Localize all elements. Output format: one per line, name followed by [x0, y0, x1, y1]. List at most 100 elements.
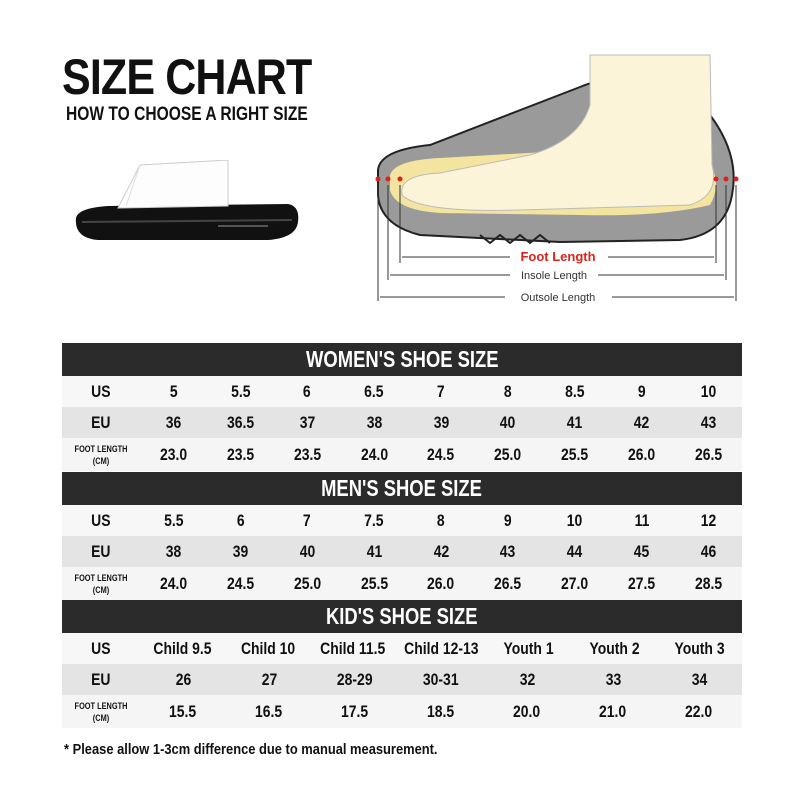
table-cell: 25.5: [561, 444, 589, 464]
table-cell: 46: [700, 541, 717, 561]
table-cell: Child 11.5: [320, 638, 386, 658]
table-cell: 44: [567, 541, 583, 561]
table-cell: 27.0: [561, 573, 589, 593]
table-cell: 43: [700, 412, 717, 432]
table-cell: 36: [165, 412, 182, 432]
table-title: KID'S SHOE SIZE: [326, 603, 478, 629]
table-cell: 25.0: [494, 444, 522, 464]
table-row: US 5.5 6 7 7.5 8 9 10 11 12: [62, 505, 742, 536]
table-cell: 23.5: [226, 444, 254, 464]
footnote: * Please allow 1-3cm difference due to m…: [64, 741, 438, 758]
table-cell: 28-29: [337, 669, 373, 689]
table-cell: 7: [437, 381, 445, 401]
size-table: WOMEN'S SHOE SIZE US 5 5.5 6 6.5 7 8 8.5 9 10 EU 36 3…: [62, 343, 742, 471]
table-cell: 37: [299, 412, 315, 432]
table-cell: 42: [433, 541, 449, 561]
table-cell: 40: [299, 541, 315, 561]
table-cell: 25.5: [360, 573, 388, 593]
table-cell: 39: [232, 541, 249, 561]
table-cell: 5.5: [230, 381, 251, 401]
table-cell: 20.0: [513, 701, 541, 721]
table-cell: 41: [567, 412, 583, 432]
table-row: FOOT LENGTH (CM) 15.5 16.5 17.5 18.5 20.0 21.0…: [62, 695, 742, 728]
table-cell: Youth 3: [674, 638, 725, 658]
table-cell: 26.0: [427, 573, 455, 593]
table-cell: 26.5: [494, 573, 522, 593]
row-label: EU: [91, 669, 111, 689]
table-cell: 7.5: [364, 510, 384, 530]
table-cell: 6.5: [364, 381, 384, 401]
table-row: FOOT LENGTH (CM) 24.0 24.5 25.0 25.5 26.0 26.5…: [62, 567, 742, 600]
table-cell: 40: [500, 412, 516, 432]
table-cell: 10: [700, 381, 717, 401]
table-cell: 27.5: [628, 573, 656, 593]
table-cell: Child 9.5: [153, 638, 212, 658]
foot-measurement-diagram: Foot Length Insole Length Outsole Length: [375, 54, 739, 304]
table-cell: 36.5: [226, 412, 254, 432]
table-cell: 41: [366, 541, 382, 561]
row-label: FOOT LENGTH (CM): [74, 443, 128, 466]
table-cell: 26.0: [628, 444, 656, 464]
row-label: US: [91, 381, 111, 401]
table-row: US 5 5.5 6 6.5 7 8 8.5 9 10: [62, 376, 742, 407]
row-label: EU: [91, 412, 111, 432]
size-table: MEN'S SHOE SIZE US 5.5 6 7 7.5 8 9 10 11 12 EU 38 39 4…: [62, 472, 742, 600]
row-label: US: [91, 510, 111, 530]
outsole-length-label: Outsole Length: [521, 292, 596, 304]
table-cell: 30-31: [423, 669, 459, 689]
table-cell: 42: [633, 412, 650, 432]
table-cell: Child 12-13: [403, 638, 479, 658]
row-label: EU: [91, 541, 111, 561]
size-table: KID'S SHOE SIZE US Child 9.5 Child 10 Child …: [62, 600, 742, 728]
table-cell: 8.5: [565, 381, 585, 401]
table-cell: 16.5: [255, 701, 283, 721]
insole-length-label: Insole Length: [521, 270, 587, 282]
table-cell: 6: [236, 510, 245, 530]
table-cell: 15.5: [169, 701, 197, 721]
table-cell: 27: [261, 669, 277, 689]
table-cell: 9: [637, 381, 646, 401]
table-cell: 7: [303, 510, 312, 530]
table-title: WOMEN'S SHOE SIZE: [305, 346, 499, 372]
table-cell: 26.5: [694, 444, 723, 464]
table-row: EU 38 39 40 41 42 43 44 45 46: [62, 536, 742, 567]
row-label: US: [91, 638, 111, 658]
table-cell: 38: [165, 541, 182, 561]
table-title: MEN'S SHOE SIZE: [321, 475, 483, 501]
row-label: FOOT LENGTH (CM): [74, 700, 128, 723]
table-cell: 21.0: [599, 701, 627, 721]
table-header: WOMEN'S SHOE SIZE: [62, 343, 742, 376]
table-cell: 5: [169, 381, 178, 401]
table-cell: 22.0: [685, 701, 713, 721]
table-cell: 28.5: [694, 573, 723, 593]
table-cell: 32: [519, 669, 535, 689]
row-label: FOOT LENGTH (CM): [74, 572, 128, 595]
table-cell: 38: [366, 412, 382, 432]
table-cell: 5.5: [163, 510, 184, 530]
table-cell: 8: [437, 510, 445, 530]
table-cell: 12: [700, 510, 717, 530]
table-row: EU 26 27 28-29 30-31 32 33 34: [62, 664, 742, 695]
table-header: MEN'S SHOE SIZE: [62, 472, 742, 505]
table-cell: 9: [504, 510, 512, 530]
table-cell: 26: [175, 669, 191, 689]
foot-length-label: Foot Length: [520, 249, 595, 264]
table-cell: 11: [634, 510, 650, 530]
table-cell: 43: [500, 541, 516, 561]
table-cell: 24.5: [226, 573, 254, 593]
page-subtitle: HOW TO CHOOSE A RIGHT SIZE: [66, 104, 308, 125]
table-header: KID'S SHOE SIZE: [62, 600, 742, 633]
table-cell: 6: [303, 381, 312, 401]
table-row: FOOT LENGTH (CM) 23.0 23.5 23.5 24.0 24.5 25.0…: [62, 438, 742, 471]
table-cell: 24.0: [159, 573, 188, 593]
table-cell: 10: [567, 510, 583, 530]
slide-sandal-image: [75, 160, 299, 240]
table-cell: 45: [633, 541, 650, 561]
table-row: US Child 9.5 Child 10 Child 11.5 Child 12-13…: [62, 633, 742, 664]
table-cell: 25.0: [293, 573, 321, 593]
table-cell: 8: [504, 381, 512, 401]
table-cell: 23.0: [159, 444, 188, 464]
table-cell: Child 10: [240, 638, 295, 658]
table-cell: 18.5: [427, 701, 455, 721]
table-cell: 24.5: [427, 444, 455, 464]
